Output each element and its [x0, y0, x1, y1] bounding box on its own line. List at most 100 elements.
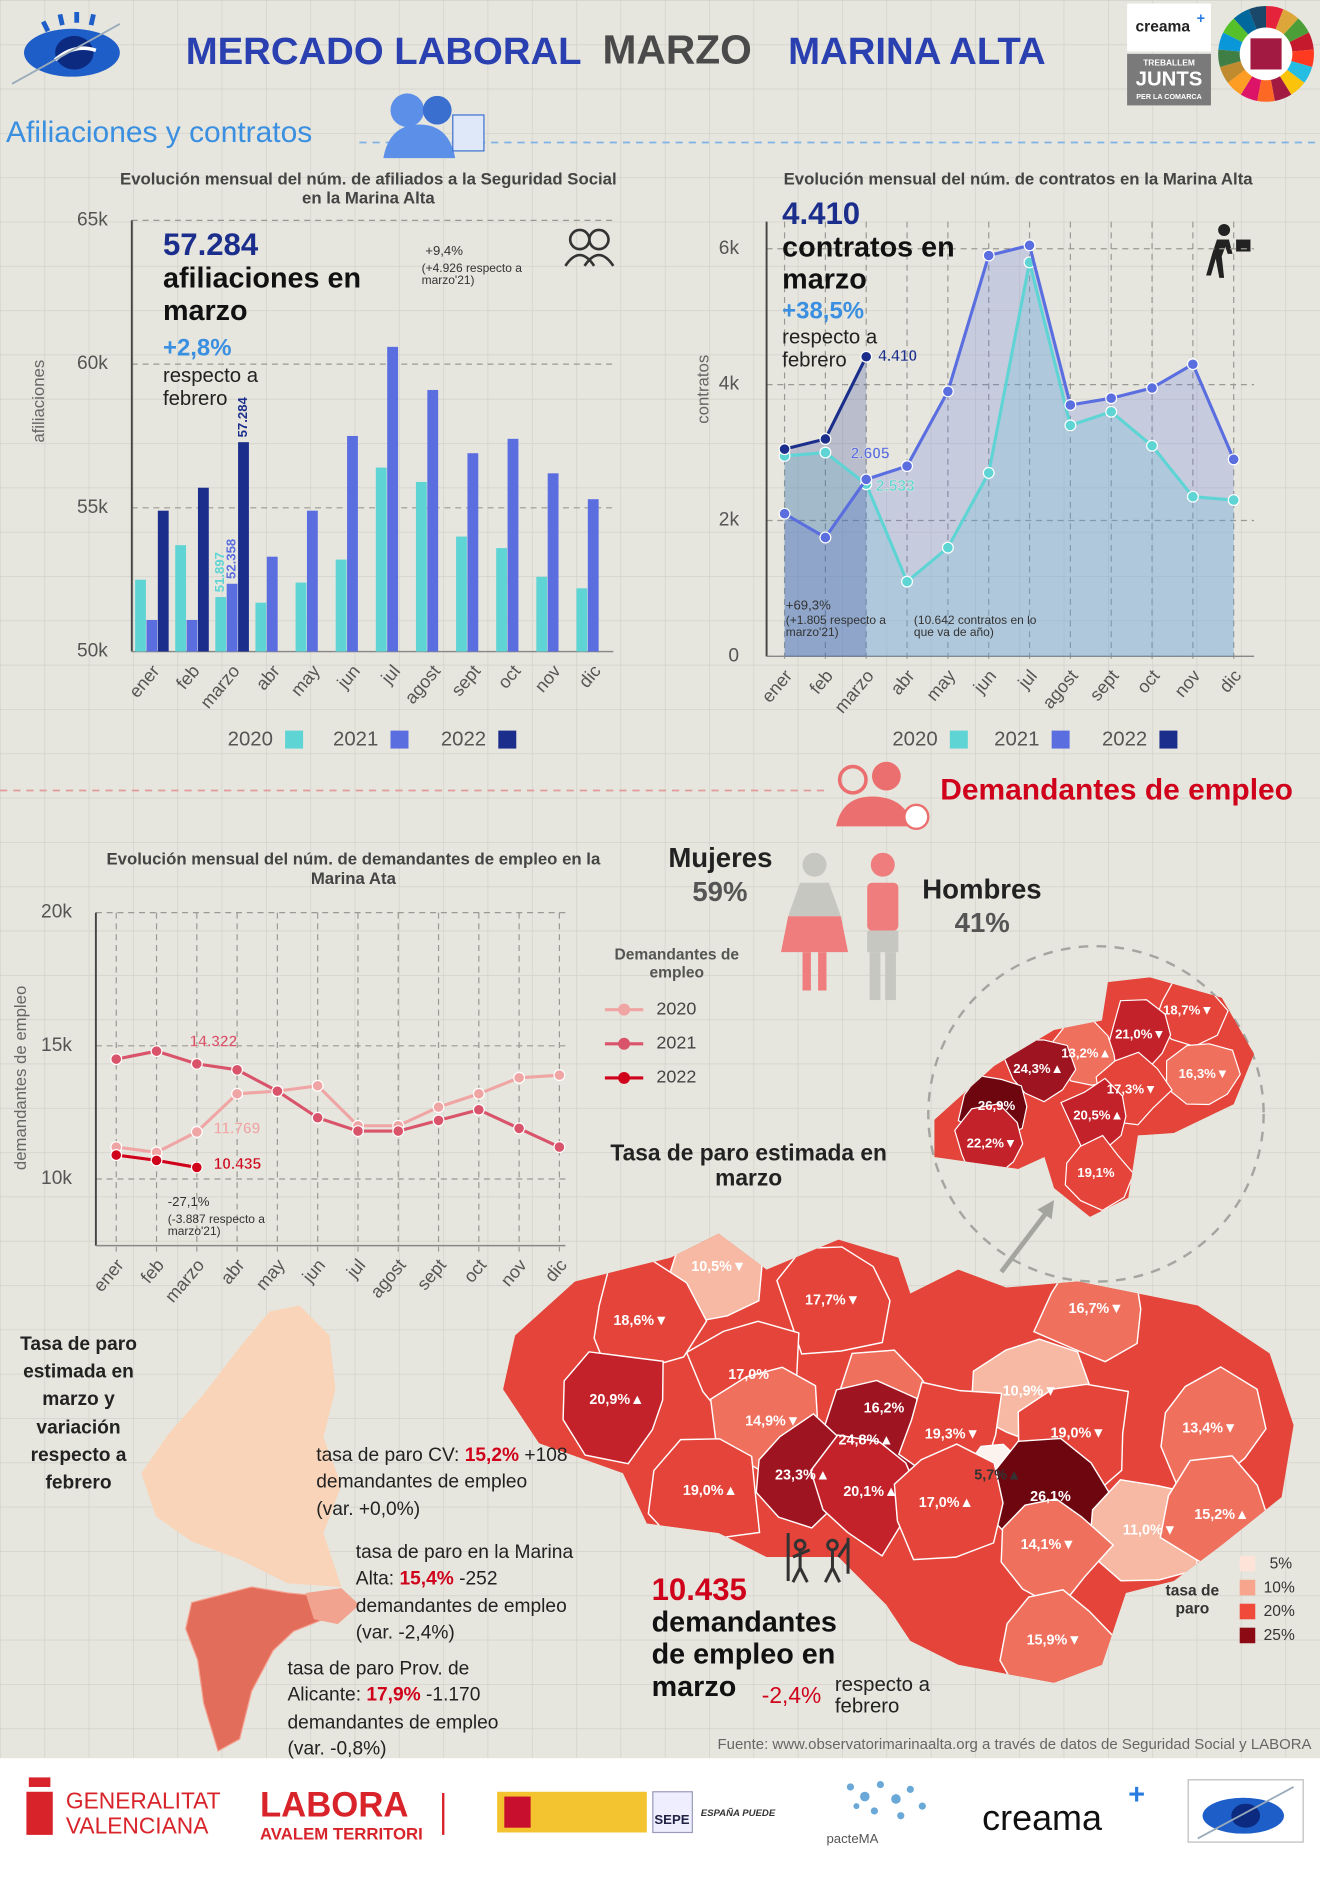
panel-title: Tasa de paro estimada en marzo y variaci… — [10, 1331, 148, 1498]
point — [190, 1161, 203, 1174]
bar — [186, 619, 198, 652]
y-tick-label: 15k — [41, 1035, 72, 1056]
map-label: 21,0%▼ — [1115, 1026, 1165, 1041]
point — [1186, 358, 1199, 371]
map-label: 10,9%▼ — [1003, 1384, 1058, 1400]
bar — [226, 583, 238, 652]
y-tick-label: 55k — [77, 497, 108, 518]
point — [472, 1087, 485, 1100]
value-label: 2.605 — [851, 445, 890, 462]
map-label: 16,7%▼ — [1068, 1301, 1123, 1317]
line — [116, 1073, 560, 1154]
legend-swatch — [1239, 1555, 1256, 1572]
map-region — [1165, 1043, 1241, 1106]
point — [1105, 405, 1118, 418]
panel-ma: tasa de paro en la Marina Alta: 15,4% -2… — [356, 1540, 584, 1647]
panel-cv-text: 15,2% — [464, 1445, 520, 1466]
legend-marker — [618, 1037, 631, 1050]
annotation-box: afiliaciones en marzo — [163, 263, 361, 326]
annotation: (10.642 contratos en lo que va de año) — [914, 616, 1058, 640]
gv-logo — [26, 1777, 53, 1835]
summary-change: -2,4% — [762, 1684, 846, 1709]
point — [860, 350, 873, 363]
chart-title: Evolución mensual del núm. de demandante… — [96, 850, 611, 888]
map-label: 13,2%▲ — [1061, 1045, 1111, 1060]
men-label: Hombres — [922, 873, 1041, 904]
summary-text-text: demandantes de empleo en marzo — [651, 1607, 837, 1703]
workers-icon — [786, 1533, 850, 1583]
legend-swatch — [390, 730, 409, 749]
legend-label: 25% — [1264, 1627, 1295, 1644]
junts-logo: JUNTS — [1136, 69, 1203, 91]
point — [1064, 399, 1077, 411]
bar — [415, 481, 427, 652]
value-label: 2.533 — [876, 478, 915, 495]
map-legend-title: tasa de paro — [1147, 1582, 1237, 1617]
legend-title: Demandantes de empleo — [593, 946, 761, 981]
y-axis-label: contratos — [694, 355, 713, 424]
annotation-box: (10.642 contratos en lo que va de año) — [914, 616, 1058, 640]
bar — [197, 487, 209, 652]
pacte-logo — [846, 1780, 926, 1820]
point — [901, 575, 914, 588]
point — [778, 443, 791, 456]
bar — [175, 545, 187, 652]
annotation-box: respecto a febrero — [782, 326, 877, 372]
creama-logo-box — [1127, 3, 1211, 52]
annotation-text: 57.284 — [162, 227, 259, 263]
point — [553, 1069, 566, 1082]
line — [115, 1049, 561, 1149]
legend-swatch — [285, 730, 304, 749]
point — [819, 531, 832, 544]
annotation-box: +2,8% — [163, 335, 232, 361]
map-label: 17,0%▲ — [919, 1495, 974, 1511]
map-label: 22,2%▼ — [967, 1135, 1017, 1150]
bar — [146, 619, 158, 652]
legend-label: 10% — [1264, 1579, 1295, 1596]
chart-title: Evolución mensual del núm. de contratos … — [767, 170, 1270, 189]
footer-logo: VALENCIANA — [66, 1813, 209, 1839]
men-icon — [867, 852, 899, 1001]
point — [513, 1122, 526, 1135]
y-tick-label: 6k — [719, 238, 740, 259]
legend-marker — [618, 1003, 631, 1016]
annotation-text: (10.642 contratos en lo que va de año) — [913, 615, 1037, 640]
y-tick-label: 60k — [77, 353, 108, 374]
annotation: (+1.805 respecto a marzo'21) — [786, 616, 906, 640]
map-label: 18,7%▼ — [1163, 1002, 1213, 1017]
bar — [375, 467, 387, 652]
legend-label: 20% — [1264, 1603, 1295, 1620]
value-label: 10.435 — [214, 1156, 262, 1173]
inset-arrow-head — [1037, 1200, 1055, 1220]
point — [311, 1111, 324, 1124]
point — [553, 1141, 566, 1154]
map-label: 15,9%▼ — [1027, 1633, 1082, 1649]
men-value: 41% — [955, 907, 1010, 938]
point — [941, 541, 954, 554]
point — [231, 1063, 244, 1076]
map-region — [809, 1434, 919, 1557]
panel-prov-text: -1.170 demandantes de empleo (var. -0,8%… — [287, 1685, 499, 1760]
annotation: respecto a febrero — [163, 364, 295, 410]
panel-prov: tasa de paro Prov. de Alicante: 17,9% -1… — [288, 1656, 528, 1763]
sdg-wheel — [1218, 5, 1314, 102]
annotation: +9,4% — [425, 244, 545, 259]
valencia-map — [141, 1305, 342, 1587]
point — [1105, 392, 1118, 405]
area — [784, 356, 867, 657]
map-legend-title-box: tasa de paro — [1147, 1582, 1237, 1617]
annotation-box: 57.284 — [162, 227, 259, 263]
bar — [587, 499, 599, 652]
point — [110, 1149, 123, 1162]
panel-ma-text: 15,4% — [399, 1569, 454, 1590]
map-label: 16,3%▼ — [1179, 1066, 1229, 1081]
summary-change-box: -2,4% — [762, 1684, 846, 1709]
annotation: +69,3% — [786, 599, 894, 614]
map-label: 17,3%▼ — [1107, 1081, 1157, 1096]
ministry-crest — [504, 1796, 531, 1828]
panel-ma-text: -252 demandantes de empleo (var. -2,4%) — [355, 1569, 567, 1644]
panel-cv-box: tasa de paro CV: 15,2% +108 demandantes … — [316, 1445, 567, 1520]
bar — [456, 536, 467, 652]
y-tick-label: 2k — [719, 510, 740, 531]
annotation-box: +69,3% — [786, 599, 894, 614]
